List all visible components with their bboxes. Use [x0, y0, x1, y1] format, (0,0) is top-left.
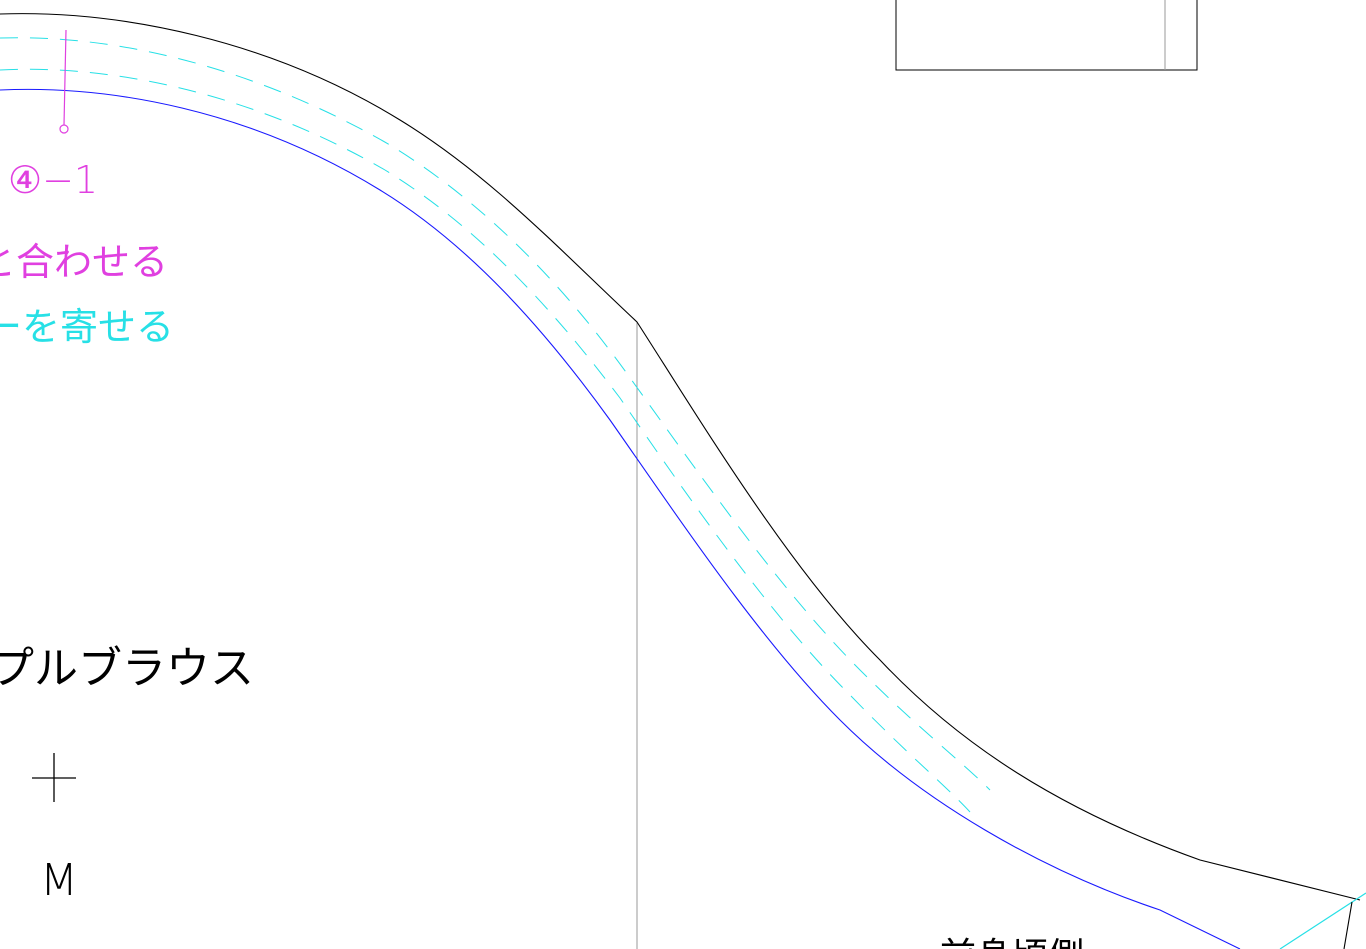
garment-name-label: プルブラウス	[0, 643, 254, 694]
corner-black-line	[1343, 901, 1353, 949]
magenta-instruction-label: と合わせる	[0, 240, 168, 284]
inner-stitch-line	[0, 88, 1241, 949]
size-label: M	[40, 855, 78, 906]
top-right-panel-outline	[895, 0, 1198, 71]
outer-cut-line	[0, 13, 1361, 901]
bottom-right-corner-mark	[1279, 892, 1366, 949]
cyan-instruction-label: ーを寄せる	[0, 305, 174, 349]
notch-marker	[59, 29, 69, 134]
bottom-right-partial-label: 前身頃側	[940, 936, 1084, 949]
top-right-panel	[895, 0, 1198, 71]
notch-id-label: ④−1	[8, 158, 98, 202]
dashed-guide-outer	[0, 37, 991, 791]
notch-dot	[59, 124, 69, 134]
corner-cyan-line	[1279, 892, 1366, 949]
notch-line	[63, 29, 67, 126]
cross-mark-icon	[32, 753, 76, 802]
dashed-guide-inner	[0, 68, 971, 813]
